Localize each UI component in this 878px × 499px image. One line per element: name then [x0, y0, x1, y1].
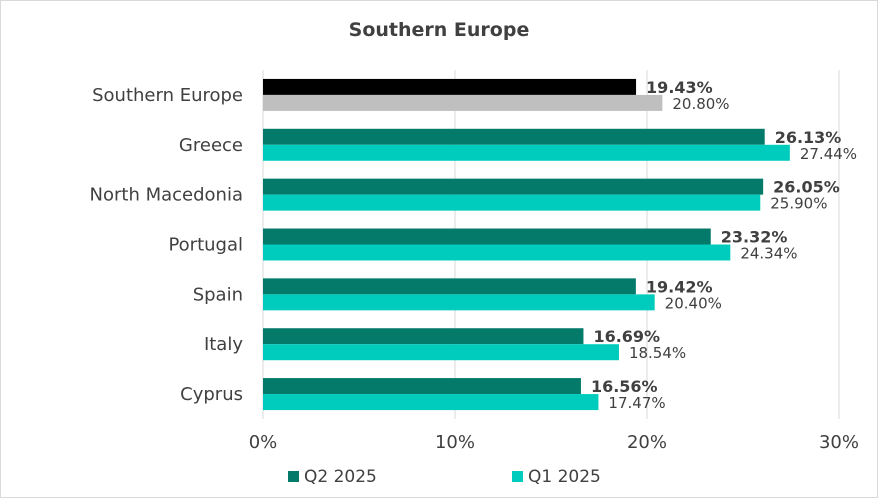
category-label: Portugal: [168, 235, 243, 256]
bar-q1: [263, 194, 761, 211]
x-tick-label: 10%: [435, 432, 475, 453]
bar-q1: [263, 344, 619, 361]
x-tick-label: 0%: [249, 432, 278, 453]
data-label: 17.47%: [608, 394, 665, 412]
data-label: 24.34%: [740, 245, 797, 263]
bar-q2: [263, 178, 764, 195]
x-tick-label: 20%: [627, 432, 667, 453]
chart-title: Southern Europe: [348, 19, 530, 41]
legend-label: Q2 2025: [304, 467, 377, 487]
data-label: 26.05%: [773, 178, 840, 197]
bar-q1: [263, 394, 599, 411]
bar-q2: [263, 278, 636, 295]
data-label: 20.40%: [665, 294, 722, 312]
data-label: 20.80%: [672, 95, 729, 113]
data-label: 19.42%: [646, 277, 713, 296]
data-label: 23.32%: [721, 228, 788, 247]
category-label: Cyprus: [180, 384, 243, 405]
bar-q1: [263, 294, 655, 311]
category-label: Italy: [204, 334, 243, 355]
category-label: Spain: [193, 284, 243, 305]
bar-q1: [263, 244, 731, 261]
x-tick-label: 30%: [819, 432, 859, 453]
bar-q1: [263, 94, 663, 111]
bar-q1: [263, 144, 790, 161]
legend-swatch: [512, 471, 523, 482]
data-label: 18.54%: [629, 344, 686, 362]
category-label: Greece: [179, 135, 243, 156]
data-label: 16.69%: [593, 327, 660, 346]
data-label: 27.44%: [800, 145, 857, 163]
legend-label: Q1 2025: [528, 467, 601, 487]
category-label: North Macedonia: [90, 185, 243, 206]
bar-q2: [263, 378, 581, 395]
bar-q2: [263, 128, 765, 145]
data-label: 26.13%: [775, 128, 842, 147]
data-label: 16.56%: [591, 377, 658, 396]
data-label: 19.43%: [646, 78, 713, 97]
bar-q2: [263, 78, 637, 95]
data-label: 25.90%: [770, 195, 827, 213]
legend-swatch: [288, 471, 299, 482]
category-label: Southern Europe: [92, 85, 243, 106]
bar-q2: [263, 328, 584, 345]
bar-q2: [263, 228, 711, 245]
